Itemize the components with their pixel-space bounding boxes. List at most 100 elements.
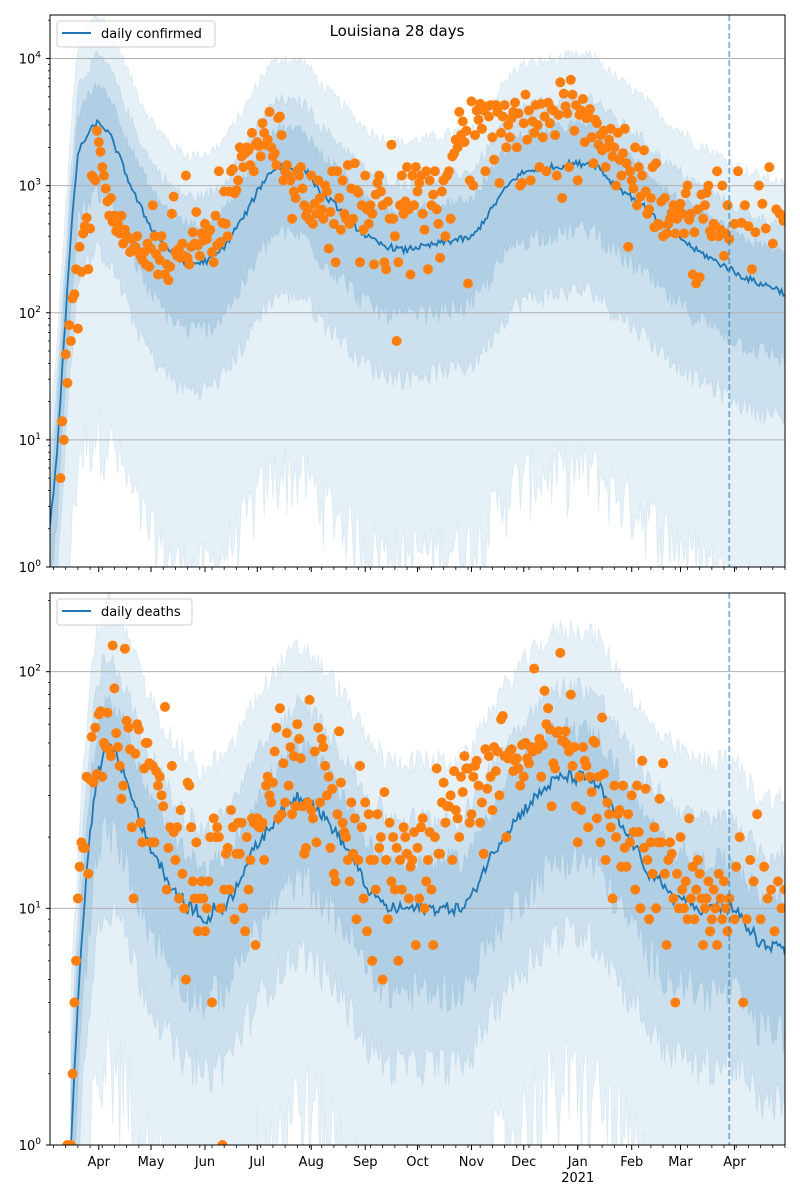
scatter-point <box>222 842 233 853</box>
scatter-point <box>67 1068 78 1079</box>
scatter-point <box>431 204 442 215</box>
x-tick-label: Apr <box>723 1155 746 1170</box>
scatter-point <box>604 134 615 145</box>
series-scatter <box>55 74 785 484</box>
scatter-point <box>377 974 388 985</box>
scatter-point <box>524 105 534 116</box>
scatter-point <box>452 813 463 824</box>
scatter-point <box>360 170 371 181</box>
scatter-point <box>389 231 400 242</box>
scatter-point <box>625 166 635 177</box>
scatter-point <box>95 146 106 157</box>
scatter-point <box>490 766 501 777</box>
scatter-point <box>537 740 548 750</box>
scatter-point <box>640 783 651 794</box>
scatter-point <box>133 724 144 735</box>
scatter-point <box>369 855 379 865</box>
scatter-point <box>65 336 76 346</box>
scatter-point <box>483 751 494 762</box>
scatter-point <box>187 876 198 887</box>
scatter-point <box>630 142 641 153</box>
scatter-point <box>257 118 268 129</box>
scatter-point <box>518 771 529 782</box>
scatter-point <box>748 876 759 887</box>
scatter-point <box>632 200 642 211</box>
scatter-point <box>334 726 345 737</box>
scatter-point <box>344 876 355 887</box>
scatter-point <box>719 250 729 261</box>
scatter-point <box>706 914 717 925</box>
scatter-point <box>356 822 367 833</box>
scatter-point <box>236 817 247 828</box>
scatter-point <box>334 193 345 203</box>
scatter-point <box>569 125 580 136</box>
scatter-point <box>463 278 473 289</box>
y-gridlines <box>50 671 785 909</box>
scatter-point <box>156 790 167 801</box>
scatter-point <box>426 884 437 895</box>
scatter-point <box>369 259 379 270</box>
scatter-point <box>92 125 102 136</box>
scatter-point <box>611 832 622 843</box>
scatter-point <box>600 855 611 865</box>
scatter-point <box>621 861 632 872</box>
scatter-point <box>375 832 386 843</box>
scatter-point <box>429 166 440 177</box>
scatter-point <box>88 777 99 788</box>
scatter-point <box>739 200 750 211</box>
scatter-point <box>172 822 183 833</box>
scatter-point <box>543 703 554 714</box>
scatter-point <box>269 148 280 159</box>
x-axis <box>53 567 786 572</box>
scatter-point <box>175 805 186 816</box>
scatter-point <box>433 218 444 229</box>
scatter-point <box>274 111 285 122</box>
scatter-point <box>79 842 90 853</box>
scatter-point <box>367 208 378 219</box>
scatter-point <box>468 180 479 191</box>
scatter-point <box>675 198 686 209</box>
scatter-point <box>311 837 322 848</box>
scatter-point <box>724 893 735 904</box>
scatter-point <box>780 213 785 224</box>
scatter-point <box>281 160 292 171</box>
scatter-point <box>220 218 231 229</box>
scatter-point <box>614 805 625 816</box>
scatter-point <box>227 164 238 175</box>
scatter-point <box>569 742 580 753</box>
scatter-point <box>703 180 714 191</box>
scatter-point <box>699 903 710 914</box>
scatter-point <box>450 805 461 816</box>
scatter-point <box>539 111 550 122</box>
scatter-point <box>668 893 679 904</box>
scatter-point <box>524 758 534 769</box>
scatter-point <box>602 797 613 808</box>
scatter-point <box>395 855 406 865</box>
scatter-point <box>720 903 731 914</box>
band-outer <box>70 593 785 1145</box>
scatter-point <box>358 893 369 904</box>
scatter-point <box>588 158 599 169</box>
scatter-point <box>755 914 766 925</box>
scatter-point <box>630 884 641 895</box>
scatter-point <box>386 876 397 887</box>
scatter-point <box>757 198 768 209</box>
scatter-point <box>323 243 334 254</box>
scatter-point <box>149 231 160 242</box>
scatter-point <box>213 166 224 177</box>
chart-title: Louisiana 28 days <box>330 22 465 40</box>
scatter-point <box>576 805 587 816</box>
scatter-point <box>295 162 306 173</box>
scatter-point <box>722 200 733 211</box>
scatter-point <box>532 120 543 130</box>
scatter-point <box>285 175 296 186</box>
scatter-point <box>112 742 123 753</box>
scatter-point <box>753 180 764 191</box>
scatter-point <box>313 175 324 186</box>
scatter-point <box>712 166 723 177</box>
scatter-point <box>163 275 174 286</box>
scatter-point <box>611 180 622 191</box>
scatter-point <box>315 193 325 203</box>
scatter-point <box>407 170 418 181</box>
scatter-point <box>584 104 595 115</box>
